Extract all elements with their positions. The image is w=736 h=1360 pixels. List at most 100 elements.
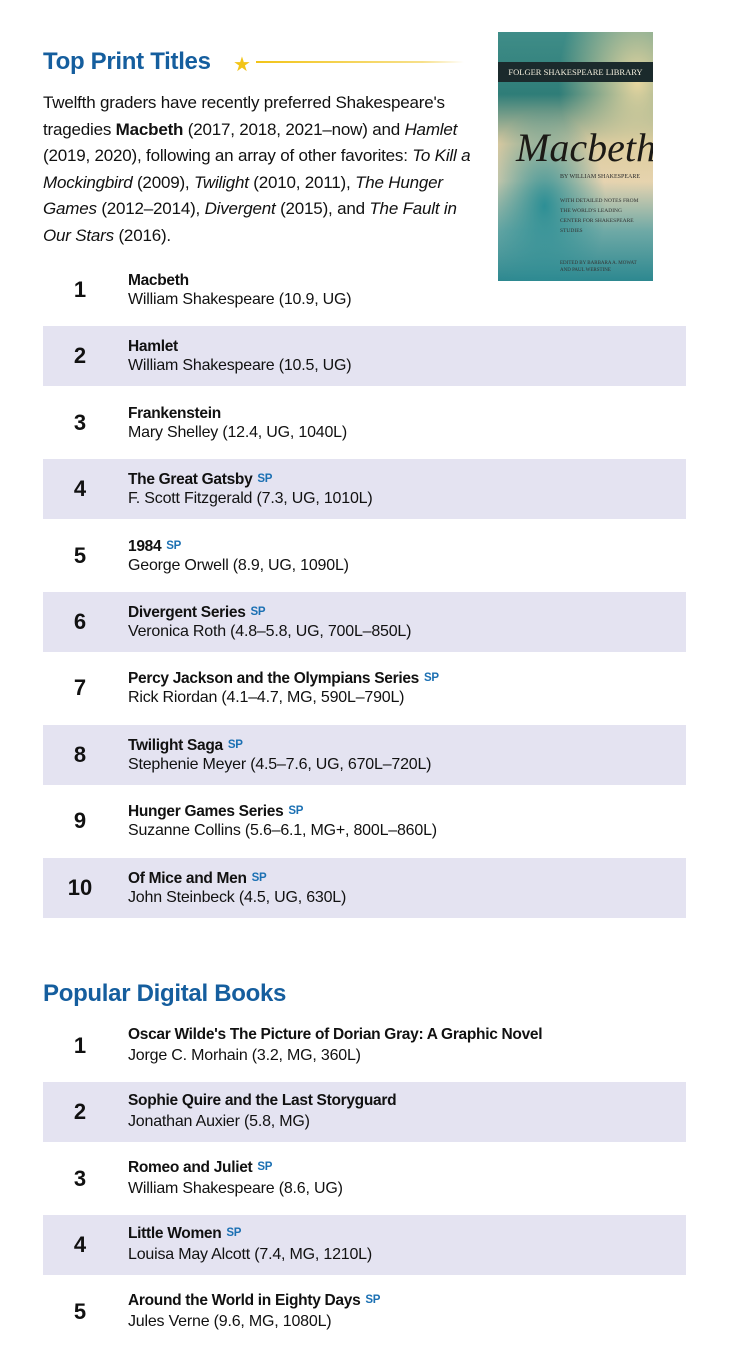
book-author: Rick Riordan (4.1–4.7, MG, 590L–790L)	[128, 689, 405, 707]
book-author: Jules Verne (9.6, MG, 1080L)	[128, 1312, 332, 1330]
book-title: The Great Gatsby SP	[128, 470, 372, 489]
book-title-text: Of Mice and Men	[128, 869, 247, 887]
book-title-text: Little Women	[128, 1225, 222, 1243]
book-author: F. Scott Fitzgerald (7.3, UG, 1010L)	[128, 490, 373, 508]
list-item: 2 Hamlet William Shakespeare (10.5, UG)	[43, 326, 686, 387]
cover-title: Macbeth	[516, 125, 653, 170]
list-item: 5 Around the World in Eighty Days SP Jules …	[43, 1282, 686, 1342]
book-title: Sophie Quire and the Last Storyguard	[128, 1091, 397, 1110]
macbeth-cover-image: FOLGER SHAKESPEARE LIBRARY Macbeth BY WI…	[498, 32, 653, 281]
book-title-text: 1984	[128, 537, 162, 555]
list-item: 3 Romeo and Juliet SP William Shakespeare (…	[43, 1149, 686, 1209]
book-title: 1984 SP	[128, 537, 349, 556]
book-author: George Orwell (8.9, UG, 1090L)	[128, 556, 349, 574]
book-title: Oscar Wilde's The Picture of Dorian Gray…	[128, 1025, 543, 1044]
rank: 1	[73, 1033, 87, 1058]
book-title: Little Women SP	[128, 1224, 372, 1243]
digital-heading: Popular Digital Books	[43, 980, 287, 1007]
print-heading: Top Print Titles	[43, 48, 211, 75]
book-author: Suzanne Collins (5.6–6.1, MG+, 800L–860L…	[128, 822, 437, 840]
book-author: William Shakespeare (10.9, UG)	[128, 291, 352, 308]
sp-badge: SP	[288, 805, 304, 818]
rank: 9	[73, 808, 87, 834]
sp-badge: SP	[250, 605, 266, 618]
intro-segment: Macbeth	[115, 119, 184, 139]
sp-badge: SP	[227, 738, 243, 751]
list-item: 7 Percy Jackson and the Olympians Series S…	[43, 658, 686, 718]
intro-segment: (2016).	[113, 225, 171, 245]
book-title: Romeo and Juliet SP	[128, 1158, 343, 1177]
list-item: 8 Twilight Saga SP Stephenie Meyer (4.5–7.6…	[43, 724, 686, 785]
intro-segment: (2010, 2011),	[248, 172, 356, 192]
rank: 3	[73, 1165, 87, 1191]
divider	[256, 61, 464, 63]
book-title: Divergent Series SP	[128, 603, 411, 622]
book-title-text: Macbeth	[128, 272, 189, 289]
intro-segment: The Fault in Our Stars	[43, 199, 457, 245]
book-author: William Shakespeare (8.6, UG)	[128, 1179, 343, 1197]
sp-badge: SP	[226, 1227, 242, 1240]
book-title: Hamlet	[128, 337, 351, 356]
rank: 2	[73, 343, 87, 369]
intro-segment: Twilight	[193, 172, 249, 192]
book-title-text: The Great Gatsby	[128, 471, 253, 489]
book-title-text: Hunger Games Series	[128, 803, 284, 821]
intro-segment: (2019, 2020), following an array of othe…	[43, 146, 413, 165]
book-author: Louisa May Alcott (7.4, MG, 1210L)	[128, 1246, 372, 1264]
sp-badge: SP	[251, 871, 267, 884]
intro-segment: Twelfth graders have recently preferred …	[43, 93, 445, 139]
book-title: Frankenstein	[128, 404, 347, 423]
rank: 10	[67, 874, 93, 900]
sp-badge: SP	[257, 1160, 273, 1173]
book-title: Of Mice and Men SP	[128, 869, 346, 888]
cover-author: BY WILLIAM SHAKESPEARE	[560, 174, 641, 180]
intro-segment: (2017, 2018, 2021–now) and	[183, 119, 405, 139]
book-title: Around the World in Eighty Days SP	[128, 1291, 380, 1310]
rank: 5	[73, 542, 87, 568]
book-title-text: Twilight Saga	[128, 736, 223, 754]
intro-paragraph: Twelfth graders have recently preferred …	[43, 90, 483, 249]
book-title: Macbeth	[128, 271, 351, 290]
list-item: 10 Of Mice and Men SP John Steinbeck (4.5, …	[43, 857, 686, 918]
list-item: 4 Little Women SP Louisa May Alcott (7.4, M…	[43, 1215, 686, 1276]
sp-badge: SP	[365, 1293, 381, 1306]
book-title-text: Romeo and Juliet	[128, 1158, 253, 1176]
rank: 7	[73, 675, 87, 701]
book-title-text: Percy Jackson and the Olympians Series	[128, 670, 419, 688]
intro-segment: To Kill a Mockingbird	[43, 146, 471, 192]
intro-segment: Hamlet	[404, 119, 458, 139]
book-title: Twilight Saga SP	[128, 736, 431, 755]
sp-badge: SP	[424, 672, 439, 685]
book-title-text: Oscar Wilde's The Picture of Dorian Gray…	[128, 1026, 543, 1043]
book-author: Jonathan Auxier (5.8, MG)	[128, 1113, 310, 1131]
intro-segment: (2009),	[132, 172, 194, 192]
sp-badge: SP	[257, 473, 273, 486]
list-item: 9 Hunger Games Series SP Suzanne Collins (5…	[43, 791, 686, 851]
book-author: Jorge C. Morhain (3.2, MG, 360L)	[128, 1047, 361, 1064]
book-title: Percy Jackson and the Olympians Series SP	[128, 669, 439, 688]
book-title-text: Divergent Series	[128, 603, 246, 621]
rank: 2	[73, 1099, 87, 1125]
list-item: 2 Sophie Quire and the Last Storyguard Jon…	[43, 1082, 686, 1143]
rank: 4	[73, 1232, 87, 1258]
rank: 4	[73, 476, 87, 502]
digital-books-list: 1 Oscar Wilde's The Picture of Dorian Gra…	[43, 1016, 686, 1348]
book-title-text: Hamlet	[128, 338, 178, 356]
cover-notes: With detailed notes from the world's lea…	[560, 198, 639, 234]
book-title-text: Sophie Quire and the Last Storyguard	[128, 1092, 397, 1110]
book-author: Mary Shelley (12.4, UG, 1040L)	[128, 423, 347, 441]
rank: 8	[73, 741, 87, 767]
rank: 1	[73, 277, 87, 302]
list-item: 3 Frankenstein Mary Shelley (12.4, UG, 104…	[43, 393, 686, 453]
book-title-text: Frankenstein	[128, 404, 221, 422]
intro-segment: Divergent	[204, 199, 276, 218]
book-author: Veronica Roth (4.8–5.8, UG, 700L–850L)	[128, 622, 412, 640]
intro-segment: (2015), and	[275, 199, 370, 218]
print-titles-list: 1 Macbeth William Shakespeare (10.9, UG) 2 H…	[43, 260, 686, 924]
list-item: 1 Oscar Wilde's The Picture of Dorian Gra…	[43, 1016, 686, 1076]
star-icon: ★	[233, 54, 251, 76]
cover-editors: Edited by Barbara A. Mowat and Paul Wers…	[560, 261, 637, 273]
book-author: John Steinbeck (4.5, UG, 630L)	[128, 888, 347, 906]
list-item: 1 Macbeth William Shakespeare (10.9, UG)	[43, 260, 686, 320]
intro-segment: The Hunger Games	[43, 172, 443, 219]
